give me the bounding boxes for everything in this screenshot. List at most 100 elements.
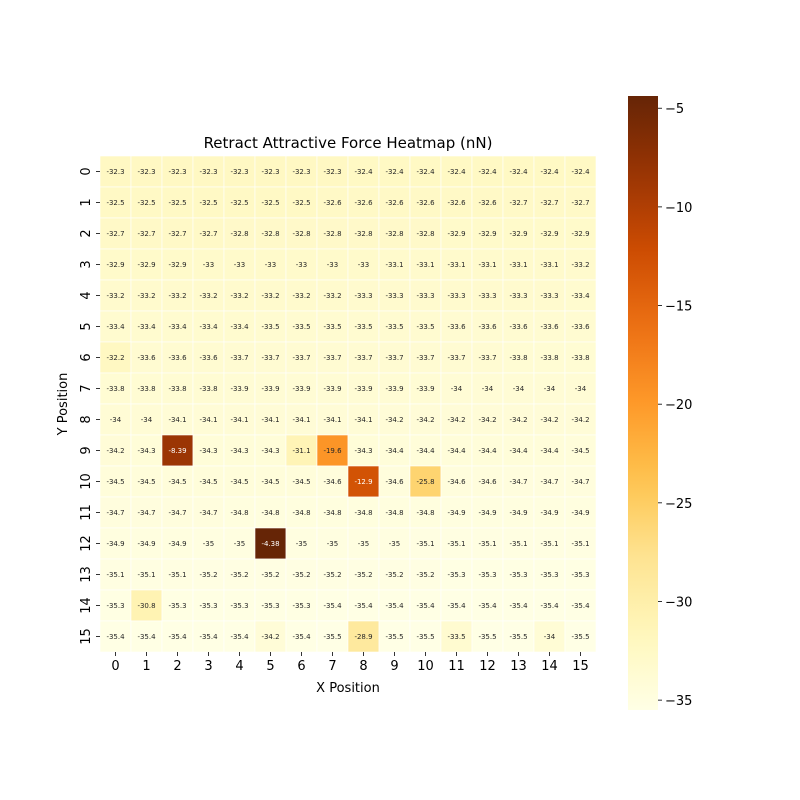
cell-value-label: -34.1 [323, 416, 341, 424]
heatmap-cell [192, 558, 225, 591]
x-tick-label: 4 [235, 659, 243, 674]
cell-value-label: -35.2 [385, 571, 403, 579]
heatmap-cell [409, 620, 442, 653]
heatmap-cell [192, 341, 225, 374]
cell-value-label: -32.7 [199, 230, 217, 238]
heatmap-cell [130, 558, 163, 591]
heatmap-cell [533, 589, 566, 622]
cell-value-label: -33.7 [261, 354, 279, 362]
y-tick-label: 8 [79, 415, 94, 423]
heatmap-cells: -32.3 -32.3 -32.3 -32.3 -32.3 -32.3 -32.3 -32.3… [99, 155, 597, 653]
cell-value-label: -32.9 [106, 261, 124, 269]
cell-value-label: -33.4 [199, 323, 218, 331]
cell-value-label: -33.9 [323, 385, 341, 393]
heatmap-cell [99, 248, 132, 281]
cell-value-label: -34.3 [230, 447, 248, 455]
cell-value-label: -33.2 [137, 292, 155, 300]
cell-value-label: -19.6 [323, 447, 342, 455]
cell-value-label: -35.4 [323, 602, 342, 610]
x-tick-label: 8 [359, 659, 367, 674]
cell-value-label: -33.1 [540, 261, 558, 269]
heatmap-cell [316, 372, 349, 405]
cell-value-label: -33 [327, 261, 338, 269]
cell-value-label: -33.3 [509, 292, 527, 300]
cell-value-label: -35.5 [509, 633, 527, 641]
x-tick-label: 1 [142, 659, 150, 674]
heatmap-cell [254, 620, 287, 653]
heatmap-cell [564, 403, 597, 436]
cell-value-label: -33.1 [416, 261, 434, 269]
cell-value-label: -34 [482, 385, 494, 393]
heatmap-cell [130, 589, 163, 622]
cell-value-label: -32.4 [416, 168, 435, 176]
cell-value-label: -32.8 [292, 230, 310, 238]
cell-value-label: -34.8 [261, 509, 279, 517]
heatmap-cell [161, 310, 194, 343]
heatmap-cell [471, 589, 504, 622]
cell-value-label: -34.9 [540, 509, 558, 517]
cell-value-label: -35.4 [292, 633, 311, 641]
cell-value-label: -35.3 [478, 571, 496, 579]
heatmap-cell [409, 403, 442, 436]
cell-value-label: -32.6 [354, 199, 373, 207]
heatmap-cell [533, 403, 566, 436]
cell-value-label: -32.4 [447, 168, 466, 176]
cell-value-label: -35.4 [168, 633, 187, 641]
cell-value-label: -35.3 [106, 602, 124, 610]
x-tick-label: 15 [572, 659, 589, 674]
cell-value-label: -35.2 [230, 571, 248, 579]
cell-value-label: -35.2 [416, 571, 434, 579]
cell-value-label: -32.3 [323, 168, 341, 176]
heatmap-cell [409, 496, 442, 529]
cell-value-label: -33.5 [385, 323, 403, 331]
cell-value-label: -32.9 [509, 230, 527, 238]
y-tick-label: 4 [79, 291, 94, 299]
colorbar-tick-label: −25 [665, 497, 692, 512]
heatmap-cell [564, 496, 597, 529]
heatmap-cell [130, 248, 163, 281]
heatmap-cell [378, 372, 411, 405]
heatmap-cell [409, 434, 442, 467]
y-tick-label: 2 [79, 229, 94, 237]
heatmap-cell [564, 310, 597, 343]
heatmap-cell [316, 558, 349, 591]
cell-value-label: -35.3 [571, 571, 589, 579]
cell-value-label: -32.8 [261, 230, 279, 238]
heatmap-cell [409, 558, 442, 591]
cell-value-label: -33.7 [385, 354, 403, 362]
cell-value-label: -33.4 [571, 292, 590, 300]
cell-value-label: -34.3 [199, 447, 217, 455]
cell-value-label: -32.4 [540, 168, 559, 176]
heatmap-cell [347, 279, 380, 312]
heatmap-cell [564, 434, 597, 467]
heatmap-cell [471, 217, 504, 250]
cell-value-label: -32.7 [571, 199, 589, 207]
cell-value-label: -35 [203, 540, 214, 548]
heatmap-cell [409, 248, 442, 281]
cell-value-label: -34.2 [261, 633, 279, 641]
heatmap-cell [285, 496, 318, 529]
cell-value-label: -34.2 [106, 447, 124, 455]
cell-value-label: -33.9 [230, 385, 248, 393]
heatmap-cell [347, 558, 380, 591]
cell-value-label: -33.5 [292, 323, 310, 331]
heatmap-cell [285, 527, 318, 560]
heatmap-cell [254, 434, 287, 467]
cell-value-label: -25.8 [416, 478, 434, 486]
cell-value-label: -33.8 [199, 385, 217, 393]
heatmap-cell [316, 217, 349, 250]
heatmap-cell [440, 279, 473, 312]
heatmap-cell [471, 279, 504, 312]
cell-value-label: -33.2 [571, 261, 589, 269]
cell-value-label: -34.5 [292, 478, 310, 486]
x-tick-label: 9 [390, 659, 398, 674]
cell-value-label: -35 [296, 540, 307, 548]
heatmap-cell [285, 217, 318, 250]
cell-value-label: -33.8 [540, 354, 558, 362]
heatmap-cell [502, 403, 535, 436]
cell-value-label: -34.8 [292, 509, 310, 517]
cell-value-label: -33.6 [509, 323, 528, 331]
cell-value-label: -32.8 [230, 230, 248, 238]
heatmap-cell [564, 279, 597, 312]
